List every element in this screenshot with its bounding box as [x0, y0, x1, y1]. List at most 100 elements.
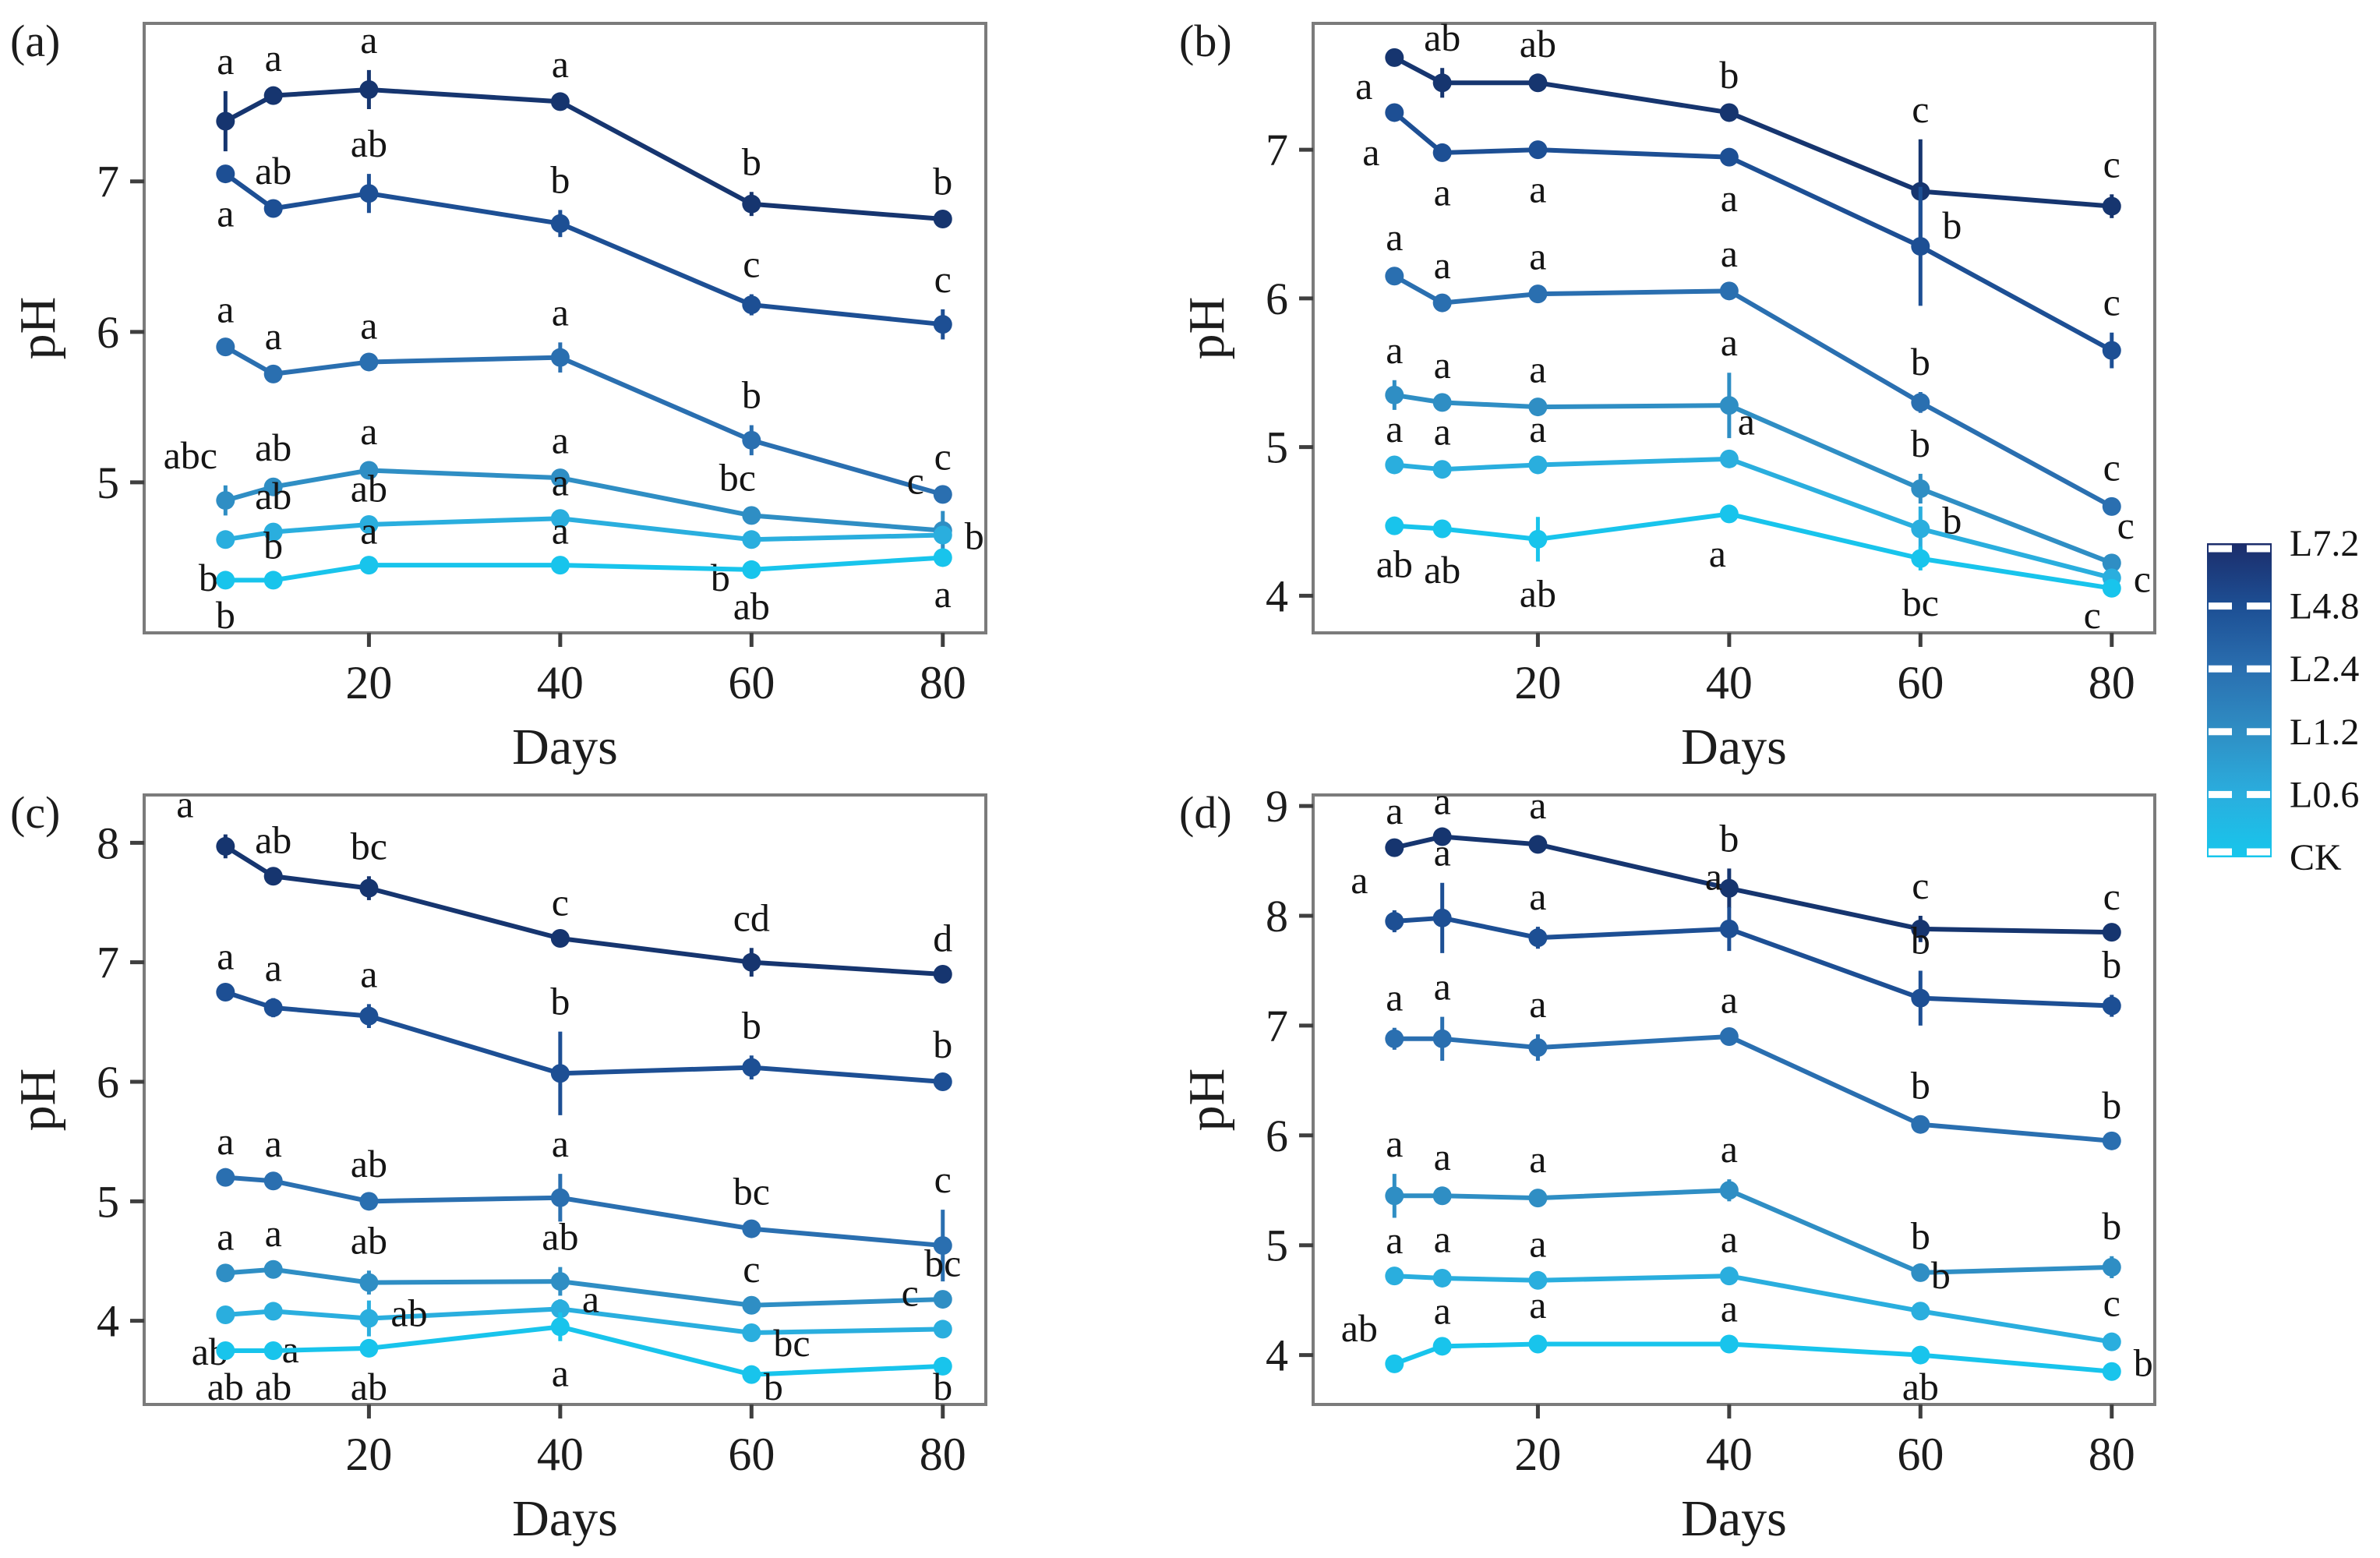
legend-tick: [2209, 602, 2232, 610]
sig-label: c: [2103, 281, 2120, 324]
data-point-L1.2-d20: [1528, 397, 1548, 417]
sig-label: a: [552, 290, 569, 334]
data-point-L1.2-d80: [2102, 553, 2121, 573]
data-point-L0.6-d60: [1911, 1302, 1930, 1321]
sig-label: a: [360, 952, 377, 995]
sig-label: a: [552, 1351, 569, 1395]
data-point-L4.8-d60: [1911, 237, 1930, 256]
data-point-L7.2-d40: [550, 92, 570, 111]
sig-label: a: [1529, 982, 1546, 1026]
sig-label: a: [217, 39, 234, 83]
sig-label: ab: [351, 1365, 387, 1408]
data-point-L0.6-d20: [1528, 455, 1548, 475]
sig-label: a: [1434, 1288, 1451, 1332]
sig-label: c: [934, 435, 952, 479]
sig-label: b: [742, 140, 761, 183]
data-point-L2.4-d60: [742, 1219, 761, 1238]
sig-label: b: [1911, 1214, 1930, 1257]
sig-label: b: [1931, 1253, 1951, 1297]
series-L2.4: a a a ab b: [1385, 965, 2121, 1150]
x-axis-tick-label: 40: [537, 1429, 584, 1480]
panel-tag: (c): [10, 787, 60, 838]
sig-label: b: [2134, 1341, 2153, 1385]
data-point-CK-d10: [263, 1341, 283, 1360]
data-point-L1.2-d20: [359, 1273, 379, 1292]
data-point-L1.2-d80: [933, 1290, 952, 1309]
sig-label: a: [1529, 348, 1546, 391]
sig-label: a: [176, 783, 193, 826]
sig-label: c: [2084, 593, 2101, 637]
sig-label: a: [1705, 855, 1722, 899]
sig-label: a: [1386, 1122, 1403, 1165]
sig-label: bc: [719, 456, 756, 500]
y-axis-tick-label: 5: [1266, 422, 1288, 473]
data-point-L4.8-d40: [1719, 147, 1739, 167]
sig-label: c: [2103, 874, 2120, 918]
sig-label: ab: [255, 818, 291, 862]
sig-label: a: [360, 508, 377, 552]
sig-label: c: [934, 1157, 952, 1201]
data-point-L1.2-d40: [550, 1272, 570, 1291]
data-point-CK-d5: [1385, 1354, 1404, 1373]
series-L1.2: a a a ab b: [1385, 1122, 2121, 1282]
data-point-L7.2-d5: [1385, 838, 1404, 857]
legend-tick: [2247, 665, 2270, 673]
sig-label: a: [1529, 407, 1546, 450]
x-axis-tick-label: 20: [1514, 1429, 1561, 1480]
data-point-L4.8-d80: [2102, 341, 2121, 360]
data-point-CK-d20: [359, 556, 379, 575]
data-point-L7.2-d80: [2102, 923, 2121, 942]
data-point-CK-d10: [1432, 519, 1452, 539]
series-line: [1394, 1274, 2113, 1344]
data-point-L2.4-d40: [550, 1188, 570, 1207]
data-point-L1.2-d40: [1719, 396, 1739, 415]
data-point-L1.2-d5: [1385, 385, 1404, 405]
sig-label: ab: [390, 1291, 427, 1335]
data-point-CK-d40: [1719, 1334, 1739, 1354]
sig-label: a: [360, 18, 377, 62]
data-point-L1.2-d40: [550, 468, 570, 488]
sig-label: ab: [351, 1218, 387, 1262]
data-point-L2.4-d60: [1911, 393, 1930, 412]
plot-box: [143, 22, 987, 634]
data-point-L2.4-d80: [933, 485, 952, 504]
x-axis-tick-label: 80: [920, 657, 966, 708]
data-point-L0.6-d80: [933, 1320, 952, 1339]
sig-label: b: [550, 157, 570, 201]
sig-label: b: [1911, 1063, 1930, 1107]
legend-gradient-bar: [2207, 543, 2272, 857]
sig-label: a: [217, 1119, 234, 1163]
legend-label-L7.2: L7.2: [2290, 523, 2359, 564]
sig-label: b: [933, 1365, 952, 1408]
sig-label: b: [1911, 340, 1930, 383]
data-point-L0.6-d20: [359, 1309, 379, 1328]
series-L4.8: aa a abc: [1362, 103, 2121, 369]
data-point-L1.2-d60: [1911, 479, 1930, 498]
legend-label-L2.4: L2.4: [2290, 648, 2359, 690]
series-L7.2: a a aab b: [216, 18, 952, 229]
sig-label: a: [265, 946, 282, 990]
sig-label: a: [552, 418, 569, 461]
data-point-L4.8-d20: [359, 184, 379, 203]
data-point-L2.4-d10: [1432, 1029, 1452, 1048]
data-point-L1.2-d5: [216, 1263, 235, 1283]
data-point-L1.2-d10: [263, 1259, 283, 1279]
x-axis-tick-label: 80: [920, 1429, 966, 1480]
data-point-CK-d5: [216, 1341, 235, 1360]
sig-label: bc: [1902, 581, 1939, 624]
sig-label: a: [1721, 1286, 1738, 1330]
sig-label: a: [217, 934, 234, 977]
sig-label: a: [934, 572, 952, 616]
series-L0.6: bab ab abb: [199, 461, 984, 599]
x-axis-tick-label: 40: [1706, 657, 1753, 708]
sig-label: bc: [733, 1169, 770, 1213]
data-point-L4.8-d5: [216, 983, 235, 1002]
legend-tick: [2209, 790, 2232, 798]
sig-label: a: [1434, 343, 1451, 387]
data-point-L4.8-d60: [742, 295, 761, 315]
sig-label: c: [934, 257, 952, 301]
data-point-L1.2-d5: [216, 491, 235, 511]
series-CK: ab ab ab a b b: [207, 1312, 952, 1408]
data-point-L0.6-d10: [1432, 1268, 1452, 1288]
